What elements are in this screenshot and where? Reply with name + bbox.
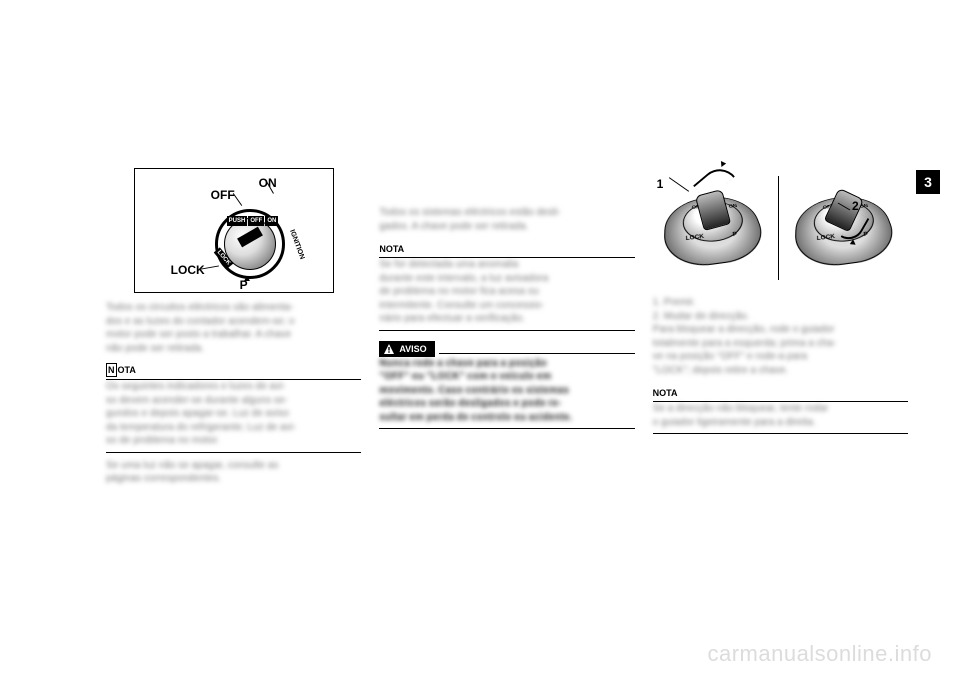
figure-left-panel: OFF ON LOCK P 1	[653, 168, 776, 288]
aviso-label: AVISO	[399, 343, 426, 355]
label-off: OFF	[211, 187, 235, 203]
content-area: PUSH OFF ON LOCK IGNITION ON OFF LOCK P …	[106, 168, 908, 486]
col2-aviso-text: Nunca rode a chave para a posição "OFF" …	[379, 357, 634, 425]
lock-steering-figure: OFF ON LOCK P 1	[653, 168, 903, 288]
aviso-heading-row: AVISO	[379, 331, 634, 357]
figure-divider	[778, 176, 779, 280]
nota-heading-col2: NOTA	[379, 243, 634, 255]
aviso-badge: AVISO	[379, 341, 434, 357]
callout-2: 2	[852, 198, 859, 214]
label-on: ON	[259, 175, 277, 191]
col1-paragraph-2: Se uma luz não se apagar, consulte as pá…	[106, 459, 361, 486]
page-tab: 3	[916, 170, 940, 194]
column-1: PUSH OFF ON LOCK IGNITION ON OFF LOCK P …	[106, 168, 361, 486]
ignition-switch-figure: PUSH OFF ON LOCK IGNITION ON OFF LOCK P	[134, 168, 334, 293]
watermark: carmanualsonline.info	[707, 641, 932, 667]
column-3: OFF ON LOCK P 1	[653, 168, 908, 486]
ignition-text: IGNITION	[286, 228, 306, 260]
col2-nota-text: Se for detectada uma anomalia durante es…	[379, 258, 634, 326]
warning-triangle-icon	[383, 343, 395, 355]
col2-paragraph-1: Todos os sistemas eléctricos estão desli…	[379, 206, 634, 233]
p-marker-icon	[244, 276, 250, 281]
col3-list: 1. Premir. 2. Mudar de direcção. Para bl…	[653, 296, 908, 377]
label-lock: LOCK	[171, 262, 205, 278]
figure-right-panel: OFF ON LOCK P 2	[780, 168, 903, 288]
nota-heading-col3: NOTA	[653, 387, 908, 399]
nota-heading-col1: NOTA	[106, 363, 361, 377]
callout-1: 1	[657, 176, 664, 192]
col3-nota-text: Se a direcção não bloquear, tente rodar …	[653, 402, 908, 429]
col1-paragraph-1: Todos os circuitos eléctricos são alimen…	[106, 301, 361, 355]
section-number: 3	[916, 170, 940, 194]
col1-nota-text: Os seguintes indicadores e luzes de avi-…	[106, 380, 361, 448]
column-2: Todos os sistemas eléctricos estão desli…	[379, 168, 634, 486]
ignition-dial-ring-text: PUSH OFF ON	[227, 216, 279, 226]
